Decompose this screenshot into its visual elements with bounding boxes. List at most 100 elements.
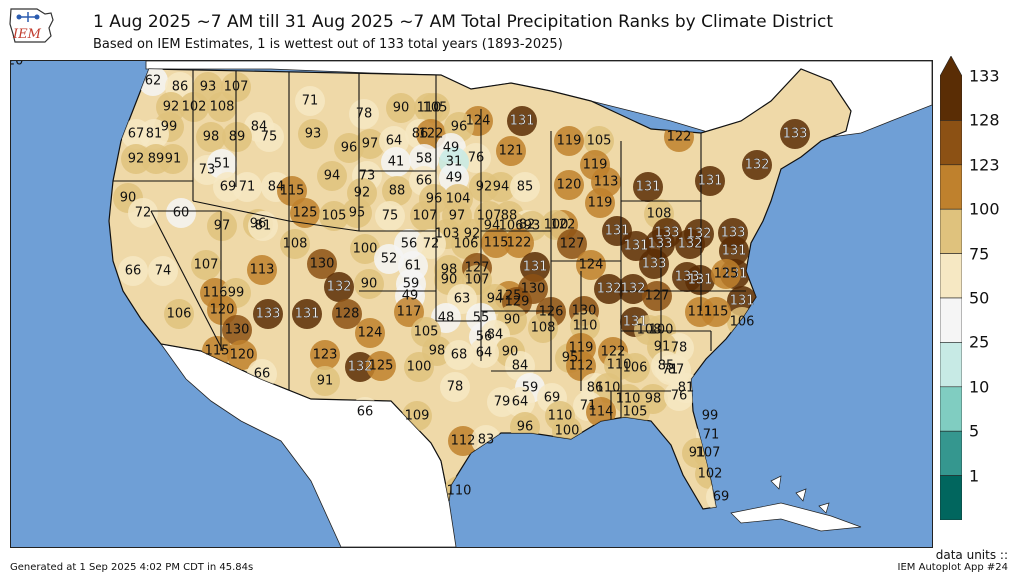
district-rank-label: 98 [441, 263, 458, 278]
climate-district-region [554, 170, 584, 200]
district-rank-label: 81 [255, 219, 272, 234]
district-rank-label: 109 [405, 409, 430, 424]
district-rank-label: 66 [416, 174, 433, 189]
climate-district-region [675, 229, 705, 259]
district-rank-label: 92 [163, 100, 180, 115]
district-rank-label: 120 [210, 303, 235, 318]
climate-district-region [191, 250, 221, 280]
district-rank-label: 60 [173, 206, 190, 221]
district-rank-label: 99 [702, 409, 719, 424]
colorbar-bin [939, 386, 963, 432]
district-rank-label: 131 [723, 267, 748, 282]
climate-district-region [585, 188, 615, 218]
district-rank-label: 117 [397, 305, 422, 320]
district-rank-label: 110 [573, 319, 598, 334]
colorbar-tick-label: 133 [969, 66, 1000, 86]
climate-district-region [164, 299, 194, 329]
district-rank-label: 100 [649, 323, 674, 338]
climate-district-region [277, 176, 307, 206]
district-rank-label: 74 [155, 264, 172, 279]
district-rank-label: 106 [730, 315, 755, 330]
district-rank-label: 98 [645, 392, 662, 407]
district-rank-label: 66 [254, 367, 271, 382]
climate-district-region [118, 256, 148, 286]
climate-district-region [207, 92, 237, 122]
district-rank-label: 105 [414, 325, 439, 340]
district-rank-label: 132 [687, 227, 712, 242]
map-title: 1 Aug 2025 ~7 AM till 31 Aug 2025 ~7 AM … [93, 12, 833, 32]
climate-district-region [554, 126, 584, 156]
climate-district-region [685, 265, 715, 295]
district-rank-label: 124 [466, 114, 491, 129]
district-rank-label: 122 [667, 130, 692, 145]
district-rank-label: 110 [548, 409, 573, 424]
district-rank-label: 133 [655, 226, 680, 241]
district-rank-label: 125 [497, 289, 522, 304]
climate-district-region [254, 122, 284, 152]
climate-district-region [420, 93, 450, 123]
district-rank-label: 69 [220, 180, 237, 195]
district-rank-label: 96 [341, 141, 358, 156]
colorbar-tick-label: 10 [969, 377, 990, 397]
climate-district-region [594, 274, 624, 304]
district-rank-label: 115 [205, 344, 230, 359]
climate-district-region [711, 259, 741, 289]
climate-district-region [586, 397, 616, 427]
colorbar-bin [939, 208, 963, 254]
climate-district-region [158, 144, 188, 174]
colorbar-bin [939, 430, 963, 476]
district-rank-label: 84 [487, 328, 504, 343]
colorbar-bin [939, 164, 963, 210]
district-rank-label: 94 [324, 169, 341, 184]
district-rank-label: 94 [493, 180, 510, 195]
district-rank-label: 106 [623, 361, 648, 376]
district-rank-label: 79 [494, 395, 511, 410]
district-rank-label: 107 [696, 446, 721, 461]
colorbar-tick-label: 50 [969, 288, 990, 308]
district-rank-label: 73 [199, 163, 216, 178]
district-rank-label: 133 [783, 127, 808, 142]
state-border [288, 220, 360, 232]
climate-district-region [505, 387, 535, 417]
climate-district-region [504, 228, 534, 258]
climate-district-region [317, 161, 347, 191]
climate-district-region [780, 119, 810, 149]
climate-district-region [295, 86, 325, 116]
climate-district-region [290, 198, 320, 228]
district-rank-label: 125 [714, 267, 739, 282]
district-rank-label: 119 [583, 158, 608, 173]
district-rank-label: 130 [225, 323, 250, 338]
district-rank-label: 59 [522, 381, 539, 396]
climate-district-region [148, 256, 178, 286]
district-rank-label: 68 [451, 348, 468, 363]
climate-district-region [332, 299, 362, 329]
district-rank-label: 129 [505, 295, 530, 310]
district-rank-label: 97 [214, 219, 231, 234]
map-panel[interactable]: 62 86 93 107 71 92 102 108 78 90 110 105 99 84 124 131 6… [10, 60, 933, 548]
district-rank-label: 71 [662, 363, 679, 378]
district-rank-label: 131 [624, 239, 649, 254]
district-rank-label: 96 [426, 192, 443, 207]
generated-timestamp: Generated at 1 Sep 2025 4:02 PM CDT in 4… [10, 562, 254, 573]
district-rank-label: 49 [443, 141, 460, 156]
colorbar-tick-label: 75 [969, 244, 990, 264]
district-rank-label: 133 [256, 307, 281, 322]
climate-district-region [349, 99, 379, 129]
iem-logo[interactable]: IEM [7, 6, 59, 46]
climate-district-region [355, 129, 385, 159]
district-rank-label: 105 [322, 209, 347, 224]
district-rank-label: 106 [167, 307, 192, 322]
district-rank-label: 76 [671, 389, 688, 404]
district-rank-label: 66 [357, 405, 374, 420]
district-rank-label: 73 [359, 169, 376, 184]
district-rank-label: 105 [423, 101, 448, 116]
district-rank-label: 126 [539, 305, 564, 320]
district-rank-label: 125 [293, 206, 318, 221]
district-rank-label: 132 [621, 282, 646, 297]
district-rank-label: 90 [361, 277, 378, 292]
climate-district-region [440, 372, 470, 402]
district-rank-label: 108 [647, 207, 672, 222]
climate-district-region [584, 126, 614, 156]
climate-district-region [510, 172, 540, 202]
